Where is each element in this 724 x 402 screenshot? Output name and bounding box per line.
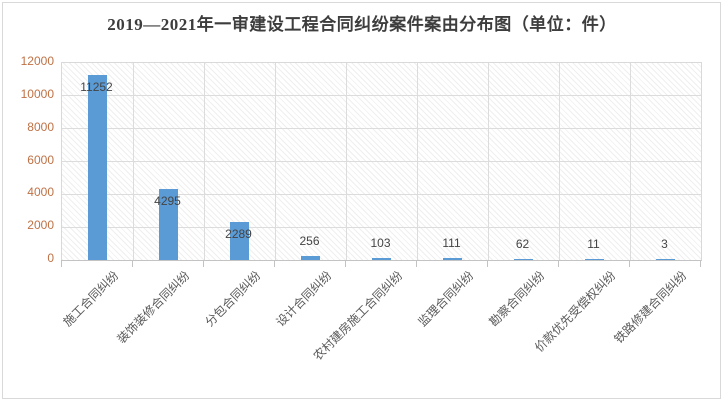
bar-value-label: 256 xyxy=(299,234,320,248)
y-axis-tick-label: 2000 xyxy=(27,218,54,233)
gridline-vertical xyxy=(345,63,347,260)
bar xyxy=(301,256,320,260)
y-axis-tick-label: 4000 xyxy=(27,185,54,200)
gridline-vertical xyxy=(203,63,205,260)
gridline-horizontal xyxy=(62,95,701,97)
bar xyxy=(656,259,675,260)
x-axis-tick-mark xyxy=(487,260,488,267)
bar-value-label: 11 xyxy=(587,237,600,251)
gridline-vertical xyxy=(274,63,276,260)
bar xyxy=(514,259,533,260)
bar xyxy=(230,222,249,260)
bar xyxy=(585,259,604,260)
gridline-vertical xyxy=(132,63,134,260)
gridline-vertical xyxy=(416,63,418,260)
chart-title: 2019—2021年一审建设工程合同纠纷案件案由分布图（单位：件） xyxy=(107,15,617,34)
gridline-vertical xyxy=(487,63,489,260)
bar xyxy=(88,75,107,260)
y-axis-tick-label: 8000 xyxy=(27,119,54,134)
bar-value-label: 11252 xyxy=(80,80,113,94)
x-axis-tick-mark xyxy=(345,260,346,267)
gridline-horizontal xyxy=(62,226,701,228)
x-axis-tick-mark xyxy=(629,260,630,267)
y-axis-tick-label: 10000 xyxy=(20,86,54,101)
x-axis-tick-mark xyxy=(274,260,275,267)
x-axis-tick-mark xyxy=(132,260,133,267)
y-axis-tick-label: 12000 xyxy=(20,54,54,68)
x-axis-tick-mark xyxy=(61,260,62,267)
gridline-horizontal xyxy=(62,161,701,162)
plot-area xyxy=(61,62,702,261)
x-axis-tick-mark xyxy=(203,260,204,267)
bar-value-label: 2289 xyxy=(225,227,252,241)
bar xyxy=(443,258,462,260)
y-axis-tick-label: 0 xyxy=(47,251,54,265)
x-axis-tick-mark xyxy=(700,260,701,267)
bar-value-label: 111 xyxy=(442,236,461,250)
bar-value-label: 4295 xyxy=(154,194,181,208)
bar-value-label: 103 xyxy=(370,236,391,250)
y-axis-tick-label: 6000 xyxy=(27,152,54,167)
gridline-vertical xyxy=(558,63,560,260)
bar-value-label: 3 xyxy=(661,237,668,251)
bar-value-label: 62 xyxy=(515,237,530,251)
x-axis-tick-mark xyxy=(416,260,417,267)
gridline-horizontal xyxy=(62,128,701,130)
gridline-vertical xyxy=(629,63,631,260)
x-axis-tick-mark xyxy=(558,260,559,267)
gridline-horizontal xyxy=(62,193,701,195)
bar xyxy=(159,189,178,260)
bar xyxy=(372,258,391,260)
